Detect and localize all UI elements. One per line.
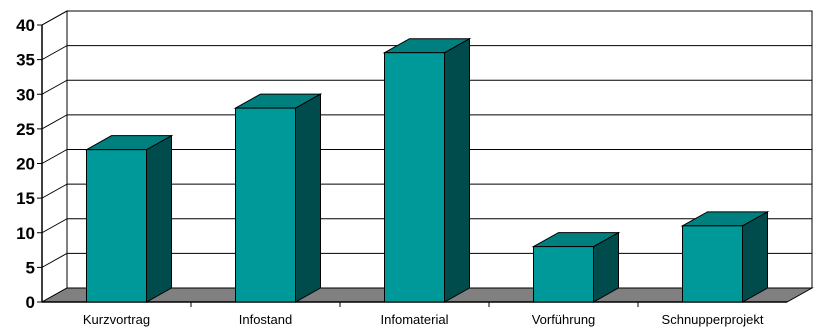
y-tick-labels: 0 5 10 15 20 25 30 35 40 bbox=[16, 16, 35, 312]
bar-side bbox=[742, 210, 768, 303]
y-tick-label: 40 bbox=[16, 16, 35, 35]
y-tick-label: 10 bbox=[16, 224, 35, 243]
gridline-side bbox=[41, 218, 68, 234]
x-tick-label: Infomaterial bbox=[381, 312, 449, 327]
gridline-side bbox=[41, 149, 68, 164]
gridline-side bbox=[41, 252, 68, 268]
bar-front bbox=[533, 246, 594, 303]
y-tick-label: 5 bbox=[26, 258, 35, 277]
bar bbox=[680, 210, 770, 303]
bar-front bbox=[235, 107, 296, 303]
y-tick-label: 25 bbox=[16, 120, 35, 139]
bar-front bbox=[86, 149, 147, 303]
bar-side bbox=[295, 93, 321, 303]
x-tick-label: Schnupperprojekt bbox=[662, 312, 764, 327]
bar-side bbox=[146, 134, 172, 303]
bars bbox=[84, 37, 770, 303]
bar bbox=[233, 93, 323, 303]
y-tick-label: 35 bbox=[16, 51, 35, 70]
gridline-side bbox=[41, 10, 68, 26]
bar bbox=[382, 37, 472, 303]
y-tick-label: 20 bbox=[16, 155, 35, 174]
bar bbox=[84, 134, 174, 303]
bar bbox=[531, 231, 621, 303]
x-tick-label: Kurzvortrag bbox=[83, 312, 150, 327]
x-tick-labels: Kurzvortrag Infostand Infomaterial Vorführu… bbox=[83, 312, 764, 327]
gridline-side bbox=[41, 183, 68, 199]
bar-front bbox=[384, 52, 445, 303]
y-tick-label: 15 bbox=[16, 189, 35, 208]
x-tick-label: Vorführung bbox=[532, 312, 596, 327]
bar-side bbox=[444, 37, 470, 303]
gridline-side bbox=[41, 79, 68, 95]
y-tick-label: 0 bbox=[26, 293, 35, 312]
gridline-side bbox=[41, 114, 68, 130]
gridline-side bbox=[41, 45, 68, 61]
bar-front bbox=[682, 225, 743, 303]
y-tick-label: 30 bbox=[16, 85, 35, 104]
x-tick-label: Infostand bbox=[239, 312, 293, 327]
